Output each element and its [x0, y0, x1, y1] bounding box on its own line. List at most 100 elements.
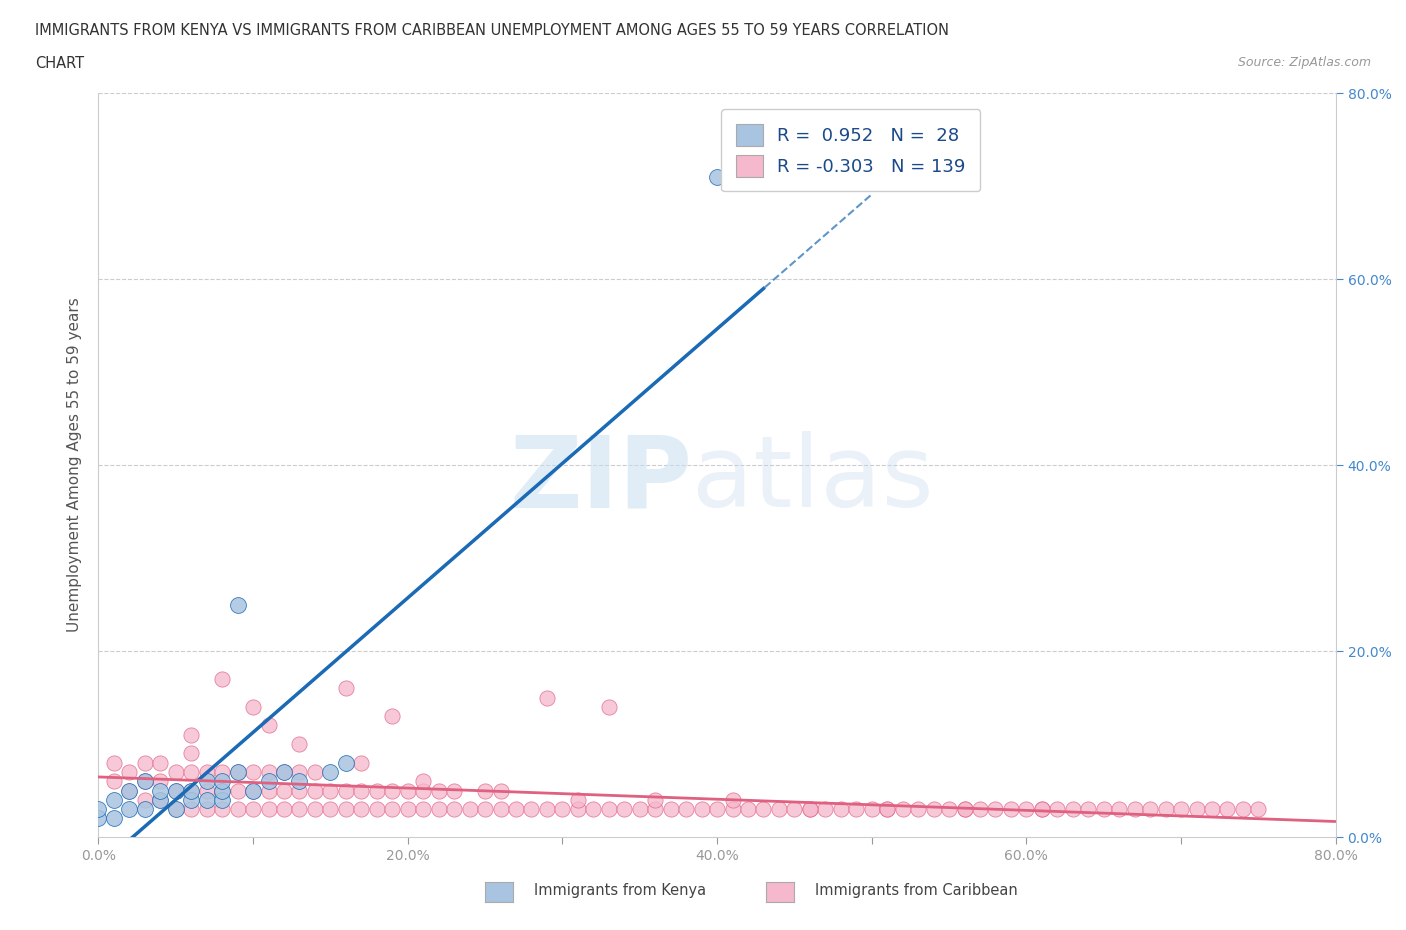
Point: [134, 792, 156, 807]
Point: [165, 802, 187, 817]
Point: [226, 802, 249, 817]
Point: [149, 755, 172, 770]
Point: [536, 690, 558, 705]
Point: [412, 774, 434, 789]
Point: [783, 802, 806, 817]
Point: [768, 802, 790, 817]
Point: [165, 783, 187, 798]
Point: [938, 802, 960, 817]
Point: [412, 802, 434, 817]
Point: [211, 671, 233, 686]
Point: [505, 802, 527, 817]
Point: [567, 802, 589, 817]
Point: [319, 764, 342, 779]
Point: [180, 727, 202, 742]
Point: [242, 783, 264, 798]
Point: [195, 802, 218, 817]
Point: [1185, 802, 1208, 817]
Point: [752, 802, 775, 817]
Point: [165, 802, 187, 817]
Point: [458, 802, 481, 817]
Point: [288, 737, 311, 751]
Point: [288, 802, 311, 817]
Point: [953, 802, 976, 817]
Legend: R =  0.952   N =  28, R = -0.303   N = 139: R = 0.952 N = 28, R = -0.303 N = 139: [721, 110, 980, 192]
Y-axis label: Unemployment Among Ages 55 to 59 years: Unemployment Among Ages 55 to 59 years: [67, 298, 83, 632]
Point: [134, 755, 156, 770]
Point: [706, 802, 728, 817]
Point: [257, 783, 280, 798]
Point: [149, 792, 172, 807]
Point: [118, 783, 141, 798]
Point: [644, 802, 666, 817]
Point: [226, 597, 249, 612]
Point: [1092, 802, 1115, 817]
Point: [288, 774, 311, 789]
Point: [1247, 802, 1270, 817]
Point: [381, 783, 404, 798]
Point: [536, 802, 558, 817]
Point: [103, 755, 125, 770]
Point: [180, 746, 202, 761]
Point: [1170, 802, 1192, 817]
Text: Immigrants from Caribbean: Immigrants from Caribbean: [815, 884, 1018, 898]
Point: [891, 802, 914, 817]
Point: [628, 802, 651, 817]
Point: [366, 783, 388, 798]
Point: [443, 783, 465, 798]
Point: [180, 792, 202, 807]
Point: [257, 764, 280, 779]
Point: [489, 802, 512, 817]
Point: [211, 783, 233, 798]
Point: [721, 802, 744, 817]
Point: [335, 783, 357, 798]
Point: [690, 802, 713, 817]
Point: [242, 764, 264, 779]
Point: [366, 802, 388, 817]
Point: [118, 783, 141, 798]
Point: [876, 802, 898, 817]
Point: [598, 699, 620, 714]
Point: [1123, 802, 1146, 817]
Point: [721, 792, 744, 807]
Point: [907, 802, 929, 817]
Point: [814, 802, 837, 817]
Point: [1000, 802, 1022, 817]
Point: [257, 774, 280, 789]
Point: [799, 802, 821, 817]
Point: [350, 802, 373, 817]
Point: [1031, 802, 1053, 817]
Point: [799, 802, 821, 817]
Point: [737, 802, 759, 817]
Point: [520, 802, 543, 817]
Point: [319, 802, 342, 817]
Text: Source: ZipAtlas.com: Source: ZipAtlas.com: [1237, 56, 1371, 69]
Point: [257, 802, 280, 817]
Point: [1154, 802, 1177, 817]
Point: [180, 802, 202, 817]
Point: [288, 783, 311, 798]
Point: [242, 783, 264, 798]
Point: [103, 774, 125, 789]
Point: [226, 764, 249, 779]
Point: [350, 783, 373, 798]
Point: [396, 802, 419, 817]
Point: [474, 802, 496, 817]
Point: [1015, 802, 1038, 817]
Point: [953, 802, 976, 817]
Text: ZIP: ZIP: [509, 432, 692, 528]
Point: [149, 783, 172, 798]
Point: [242, 802, 264, 817]
Point: [659, 802, 682, 817]
Point: [211, 783, 233, 798]
Point: [1031, 802, 1053, 817]
Point: [1201, 802, 1223, 817]
Point: [1139, 802, 1161, 817]
Point: [226, 783, 249, 798]
Point: [180, 764, 202, 779]
Point: [922, 802, 945, 817]
Point: [551, 802, 574, 817]
Point: [134, 774, 156, 789]
Point: [613, 802, 636, 817]
Point: [87, 811, 110, 826]
